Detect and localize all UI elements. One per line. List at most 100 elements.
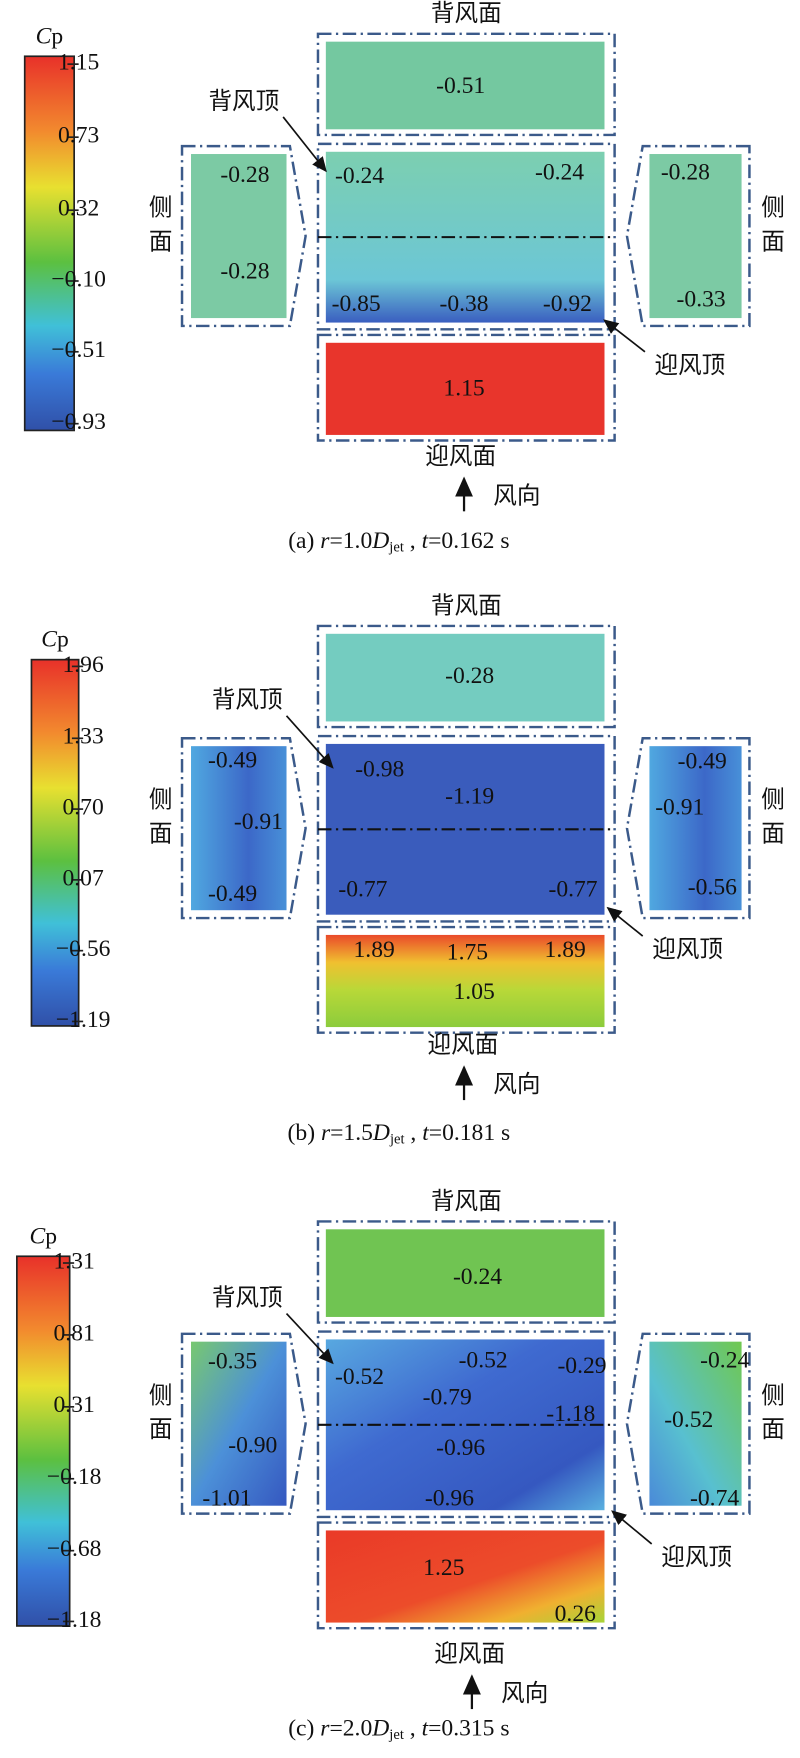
cp-value: -0.38 (439, 291, 488, 317)
caption-part: r (320, 1716, 330, 1742)
caption-part: =1.5 (330, 1120, 373, 1146)
face-label: 背风面 (431, 0, 502, 27)
colorbar-tick-label: 0.07 (63, 865, 104, 891)
cp-value: -0.49 (208, 881, 257, 907)
cp-value: -0.33 (677, 287, 726, 313)
cp-value: -0.49 (208, 747, 257, 773)
side-label: 面 (761, 1417, 785, 1443)
caption-part: , (405, 1120, 423, 1146)
cp-value: -0.74 (690, 1486, 739, 1512)
cp-value: -0.49 (678, 748, 727, 774)
leeward-face (325, 41, 605, 130)
colorbar-title: Cp (29, 1224, 57, 1250)
side-label: 侧 (149, 1382, 173, 1409)
colorbar-tick-label: 0.81 (54, 1320, 95, 1346)
colorbar-title-c: C (29, 1224, 45, 1250)
side-left-face (191, 746, 287, 911)
face-label: 背风面 (431, 592, 502, 619)
colorbar-tick-label: −0.93 (51, 409, 106, 435)
cp-value: 1.89 (354, 937, 395, 963)
cp-value: -0.96 (425, 1486, 474, 1512)
caption-part: =0.181 s (429, 1120, 510, 1146)
colorbar-title: Cp (36, 24, 64, 50)
annotation: 背风顶 (208, 88, 279, 115)
caption-part: =0.315 s (428, 1716, 509, 1742)
colorbar-title-p: p (57, 627, 69, 653)
side-label: 侧 (761, 1382, 785, 1409)
face-label: 迎风面 (425, 443, 496, 470)
colorbar-tick-label: −0.10 (51, 266, 106, 292)
cp-value: -0.79 (423, 1384, 472, 1410)
annotation: 风向 (493, 1071, 540, 1098)
caption-part: =2.0 (329, 1716, 372, 1742)
cp-value: -1.18 (546, 1401, 595, 1427)
colorbar-tick-label: −1.18 (47, 1607, 102, 1633)
cp-value: -0.29 (557, 1353, 606, 1379)
caption: (c) r=2.0Djet , t=0.315 s (288, 1716, 509, 1744)
leeward-face (325, 633, 605, 722)
caption-part: D (371, 1716, 389, 1742)
colorbar (30, 658, 80, 1027)
side-label: 侧 (149, 195, 173, 222)
colorbar-tick-label: 0.73 (58, 123, 99, 149)
side-right-face (649, 1341, 742, 1506)
annotation: 背风顶 (212, 1285, 283, 1312)
annotation: 风向 (501, 1680, 548, 1707)
caption-part: D (371, 528, 389, 554)
cp-value: 1.75 (447, 939, 488, 965)
caption-part: =0.162 s (428, 528, 509, 554)
side-label: 面 (149, 1417, 173, 1443)
side-label: 侧 (761, 195, 785, 222)
cp-value: -0.51 (436, 73, 485, 99)
colorbar-tick-label: 1.31 (54, 1248, 95, 1274)
caption-part: (a) (288, 528, 320, 554)
caption-part: t (422, 528, 430, 554)
colorbar-tick-label: 0.70 (63, 794, 104, 820)
cp-value: -0.96 (436, 1435, 485, 1461)
side-label: 面 (761, 821, 785, 847)
cp-value: 1.05 (454, 979, 495, 1005)
cp-value: -0.56 (688, 874, 737, 900)
colorbar-title: Cp (41, 627, 69, 653)
caption: (b) r=1.5Djet , t=0.181 s (288, 1120, 511, 1148)
cp-value: 0.26 (555, 1601, 596, 1627)
cp-value: -0.91 (655, 794, 704, 820)
caption: (a) r=1.0Djet , t=0.162 s (288, 528, 509, 556)
side-right-box (625, 144, 751, 328)
cp-value: -0.77 (548, 877, 597, 903)
side-left-box (180, 144, 307, 328)
cp-value: -0.91 (234, 809, 283, 835)
cp-value: 1.15 (443, 375, 484, 401)
cp-value: -0.28 (445, 663, 494, 689)
cp-value: 1.89 (545, 937, 586, 963)
caption-part: r (320, 528, 330, 554)
caption-part: r (321, 1120, 331, 1146)
side-right-box (625, 1332, 751, 1515)
colorbar-title-p: p (45, 1224, 57, 1250)
colorbar-tick-label: 0.31 (54, 1392, 95, 1418)
side-label: 面 (761, 229, 785, 255)
annotation: 迎风顶 (661, 1544, 732, 1571)
cp-value: -0.24 (700, 1347, 749, 1373)
cp-value: -0.85 (332, 291, 381, 317)
annotation: 风向 (493, 482, 540, 509)
cp-value: -1.19 (445, 783, 494, 809)
side-right-face (649, 154, 742, 319)
leeward-face (325, 1229, 605, 1317)
colorbar-title-c: C (36, 24, 52, 50)
caption-part: jet (389, 1132, 405, 1148)
cp-value: -0.52 (335, 1364, 384, 1390)
colorbar-tick-label: 1.96 (63, 652, 104, 678)
colorbar-tick-label: −0.68 (47, 1536, 102, 1562)
cp-value: -0.90 (228, 1433, 277, 1459)
side-right-face (649, 746, 742, 911)
cp-value: 1.25 (423, 1555, 464, 1581)
side-right-box (625, 737, 751, 920)
annotation-arrow (606, 906, 644, 937)
colorbar-tick-label: −0.56 (56, 936, 111, 962)
cp-value: -0.24 (453, 1264, 502, 1290)
side-left-box (180, 737, 307, 920)
face-label: 迎风面 (428, 1032, 499, 1059)
face-label: 背风面 (431, 1188, 502, 1215)
